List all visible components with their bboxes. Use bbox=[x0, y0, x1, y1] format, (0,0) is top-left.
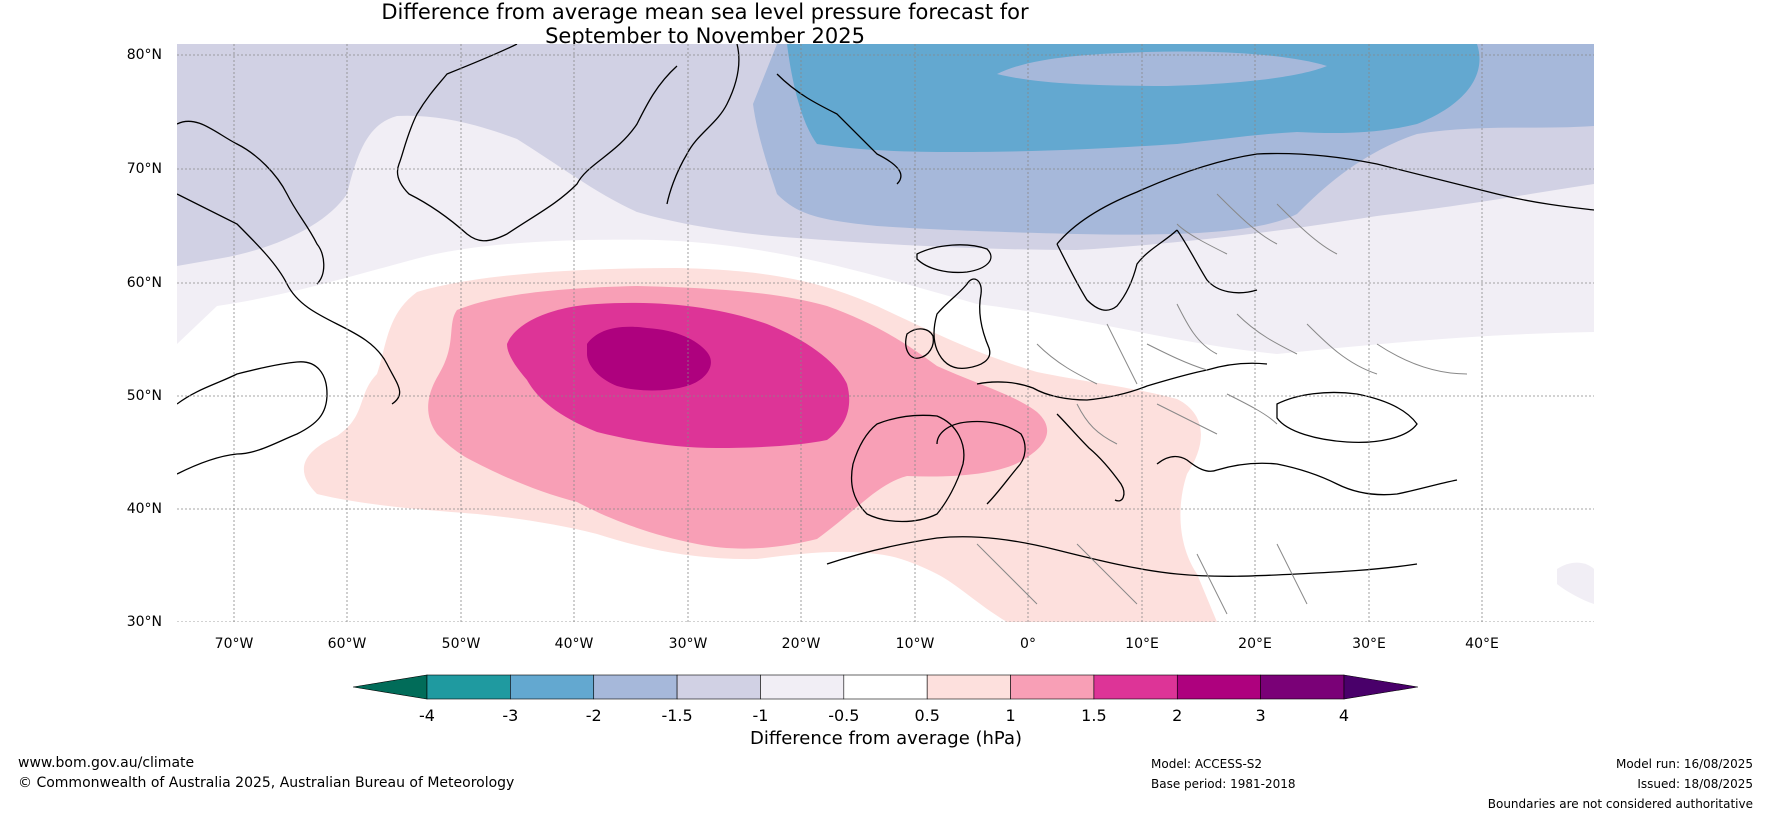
colorbar-segment bbox=[843, 674, 928, 700]
colorbar-segment bbox=[676, 674, 761, 700]
colorbar-segment bbox=[1010, 674, 1095, 700]
colorbar-segment bbox=[510, 674, 595, 700]
colorbar-tick-label: -1.5 bbox=[661, 706, 693, 725]
colorbar bbox=[353, 674, 1418, 700]
lat-label-40n: 40°N bbox=[126, 501, 162, 517]
band-minus-2-inner bbox=[997, 51, 1327, 86]
lon-label-20w: 20°W bbox=[781, 636, 821, 652]
title-line-1: Difference from average mean sea level p… bbox=[381, 0, 1029, 24]
country-borders bbox=[976, 193, 1468, 615]
lon-label-50w: 50°W bbox=[441, 636, 481, 652]
colorbar-under-arrow bbox=[353, 674, 428, 700]
band-2-to-3 bbox=[587, 326, 711, 391]
colorbar-tick-label: -0.5 bbox=[828, 706, 860, 725]
lon-label-40w: 40°W bbox=[554, 636, 594, 652]
issued-text: Issued: 18/08/2025 bbox=[1637, 777, 1753, 791]
colorbar-over-arrow bbox=[1343, 674, 1418, 700]
lat-label-70n: 70°N bbox=[126, 161, 162, 177]
lat-label-80n: 80°N bbox=[126, 47, 162, 63]
colorbar-segment bbox=[1176, 674, 1261, 700]
colorbar-tick-label: 1 bbox=[1005, 706, 1016, 725]
colorbar-tick-label: 1.5 bbox=[1081, 706, 1107, 725]
lon-label-0: 0° bbox=[1020, 636, 1036, 652]
lon-label-20e: 20°E bbox=[1238, 636, 1272, 652]
colorbar-tick-label: 0.5 bbox=[914, 706, 940, 725]
pressure-anomaly-map bbox=[177, 44, 1594, 622]
colorbar-tick-label: -4 bbox=[419, 706, 435, 725]
colorbar-segment bbox=[1260, 674, 1345, 700]
colorbar-tick-label: -3 bbox=[502, 706, 519, 725]
model-text: Model: ACCESS-S2 bbox=[1151, 757, 1263, 771]
disclaimer-text: Boundaries are not considered authoritat… bbox=[1487, 797, 1753, 811]
model-run-text: Model run: 16/08/2025 bbox=[1615, 757, 1753, 771]
graticule bbox=[177, 44, 1594, 622]
colorbar-segment bbox=[926, 674, 1011, 700]
colorbar-tick-label: 4 bbox=[1338, 706, 1350, 725]
colorbar-segment bbox=[593, 674, 678, 700]
lon-label-10e: 10°E bbox=[1125, 636, 1159, 652]
coastlines bbox=[177, 44, 1594, 577]
lon-label-40e: 40°E bbox=[1465, 636, 1499, 652]
lat-label-30n: 30°N bbox=[126, 614, 162, 630]
base-period-text: Base period: 1981-2018 bbox=[1151, 777, 1296, 791]
colorbar-segment bbox=[426, 674, 511, 700]
colorbar-segment bbox=[1093, 674, 1178, 700]
colorbar-tick-label: -2 bbox=[585, 706, 602, 725]
colorbar-tick-label: 2 bbox=[1172, 706, 1183, 725]
colorbar-tick-label: 3 bbox=[1255, 706, 1266, 725]
lat-label-60n: 60°N bbox=[126, 275, 162, 291]
colorbar-label: Difference from average (hPa) bbox=[749, 728, 1023, 749]
website-text: www.bom.gov.au/climate bbox=[18, 755, 195, 771]
lat-label-50n: 50°N bbox=[126, 388, 162, 404]
lon-label-30w: 30°W bbox=[668, 636, 708, 652]
lon-label-60w: 60°W bbox=[327, 636, 367, 652]
colorbar-segment bbox=[760, 674, 845, 700]
map-title: Difference from average mean sea level p… bbox=[0, 0, 1410, 48]
lon-label-10w: 10°W bbox=[895, 636, 935, 652]
copyright-text: © Commonwealth of Australia 2025, Austra… bbox=[18, 775, 515, 791]
lon-label-30e: 30°E bbox=[1352, 636, 1386, 652]
colorbar-tick-label: -1 bbox=[752, 706, 769, 725]
lon-label-70w: 70°W bbox=[214, 636, 254, 652]
band-minus-0.5-patch-east bbox=[1557, 562, 1594, 604]
